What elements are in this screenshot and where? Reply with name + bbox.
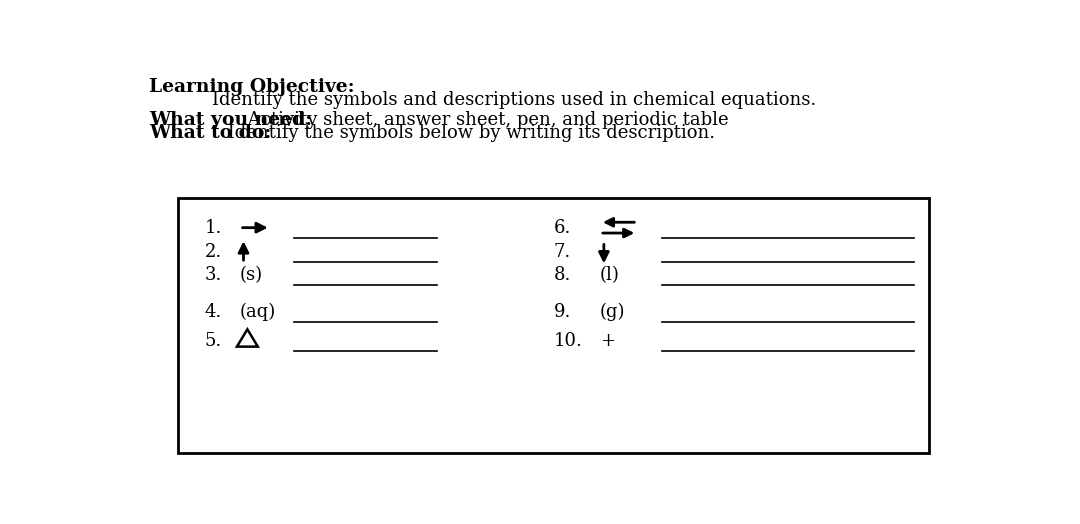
Text: +: + xyxy=(600,332,615,350)
Text: 8.: 8. xyxy=(554,266,571,285)
Text: 2.: 2. xyxy=(205,243,222,261)
Text: Learning Objective:: Learning Objective: xyxy=(149,78,354,95)
Text: 3.: 3. xyxy=(205,266,222,285)
Text: 7.: 7. xyxy=(554,243,570,261)
Text: Activity sheet, answer sheet, pen, and periodic table: Activity sheet, answer sheet, pen, and p… xyxy=(242,111,729,128)
Text: Identify the symbols below by writing its description.: Identify the symbols below by writing it… xyxy=(221,124,715,141)
Text: 6.: 6. xyxy=(554,219,571,237)
Text: Identify the symbols and descriptions used in chemical equations.: Identify the symbols and descriptions us… xyxy=(213,91,816,108)
Text: (g): (g) xyxy=(600,303,625,322)
Text: What you need:: What you need: xyxy=(149,111,312,128)
Text: 9.: 9. xyxy=(554,303,571,321)
Text: 1.: 1. xyxy=(205,219,222,237)
Text: 4.: 4. xyxy=(205,303,222,321)
Text: (l): (l) xyxy=(600,266,620,285)
Text: 5.: 5. xyxy=(205,332,222,350)
Text: What to do:: What to do: xyxy=(149,124,271,141)
Text: 10.: 10. xyxy=(554,332,582,350)
Text: (s): (s) xyxy=(240,266,262,285)
FancyBboxPatch shape xyxy=(177,199,930,453)
Text: (aq): (aq) xyxy=(240,303,275,322)
